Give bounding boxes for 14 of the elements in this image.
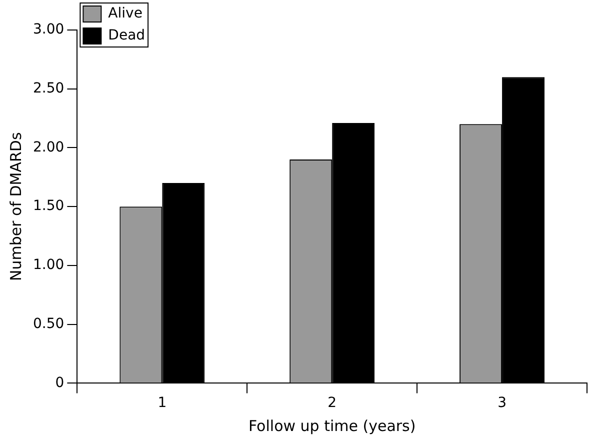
y-tick-label: 2.50 [33, 80, 64, 97]
x-axis-title: Follow up time (years) [248, 416, 416, 435]
y-tick-label: 1.00 [33, 257, 64, 274]
y-tick-label: 3.00 [33, 22, 64, 38]
y-axis-title: Number of DMARDs [6, 132, 25, 281]
y-tick-label: 1.50 [33, 198, 64, 214]
legend-label: Alive [108, 6, 142, 22]
x-tick-label: 1 [158, 395, 167, 412]
y-tick-label: 0 [55, 374, 64, 391]
x-tick-label: 3 [498, 395, 506, 412]
legend-label: Dead [108, 28, 146, 44]
x-tick-label: 2 [328, 395, 337, 412]
y-tick-label: 0.50 [33, 316, 64, 332]
y-tick-label: 2.00 [33, 139, 64, 156]
